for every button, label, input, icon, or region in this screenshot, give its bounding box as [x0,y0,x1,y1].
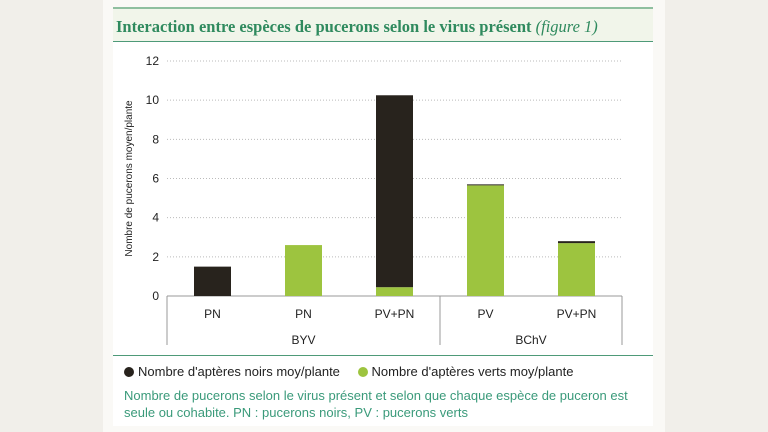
legend: Nombre d'aptères noirs moy/plante Nombre… [124,364,587,379]
y-tick-label: 8 [152,132,159,146]
y-axis-label: Nombre de pucerons moyen/plante [124,100,135,257]
x-category-label: PN [204,307,221,321]
legend-swatch-black [124,367,134,377]
y-tick-label: 12 [146,54,160,68]
y-tick-label: 2 [152,250,159,264]
legend-label: Nombre d'aptères noirs moy/plante [138,364,340,379]
bar-segment [376,95,413,288]
bar-chart: 0 2 4 6 8 10 12 Nombre de pucerons moyen/plante… [124,54,623,347]
divider [113,355,653,356]
x-group-label: BYV [291,333,315,347]
y-tick-label: 0 [152,289,159,303]
figure-reference: (figure 1) [535,17,598,36]
figure-title: Interaction entre espèces de pucerons se… [116,17,598,37]
bar-segment [285,245,322,296]
bar-segment [558,243,595,296]
title-text: Interaction entre espèces de pucerons se… [116,17,532,36]
y-tick-label: 6 [152,172,159,186]
x-category-label: PV+PN [375,307,415,321]
legend-item-green: Nombre d'aptères verts moy/plante [357,364,574,379]
y-tick-label: 10 [146,93,160,107]
y-tick-label: 4 [152,211,159,225]
title-band: Interaction entre espèces de pucerons se… [113,7,653,42]
bar-segment [558,241,595,244]
x-category-label: PV+PN [557,307,597,321]
legend-label: Nombre d'aptères verts moy/plante [371,364,574,379]
bar-segment [376,287,413,296]
figure-card: Interaction entre espèces de pucerons se… [113,7,653,426]
x-category-label: PN [295,307,312,321]
legend-item-black: Nombre d'aptères noirs moy/plante [124,364,340,379]
bar-segment [194,266,231,296]
x-group-label: BChV [515,333,546,347]
caption: Nombre de pucerons selon le virus présen… [124,388,628,420]
bar-segment [467,184,504,186]
legend-swatch-green [357,367,368,377]
bar-segment [467,185,504,296]
x-category-label: PV [477,307,493,321]
